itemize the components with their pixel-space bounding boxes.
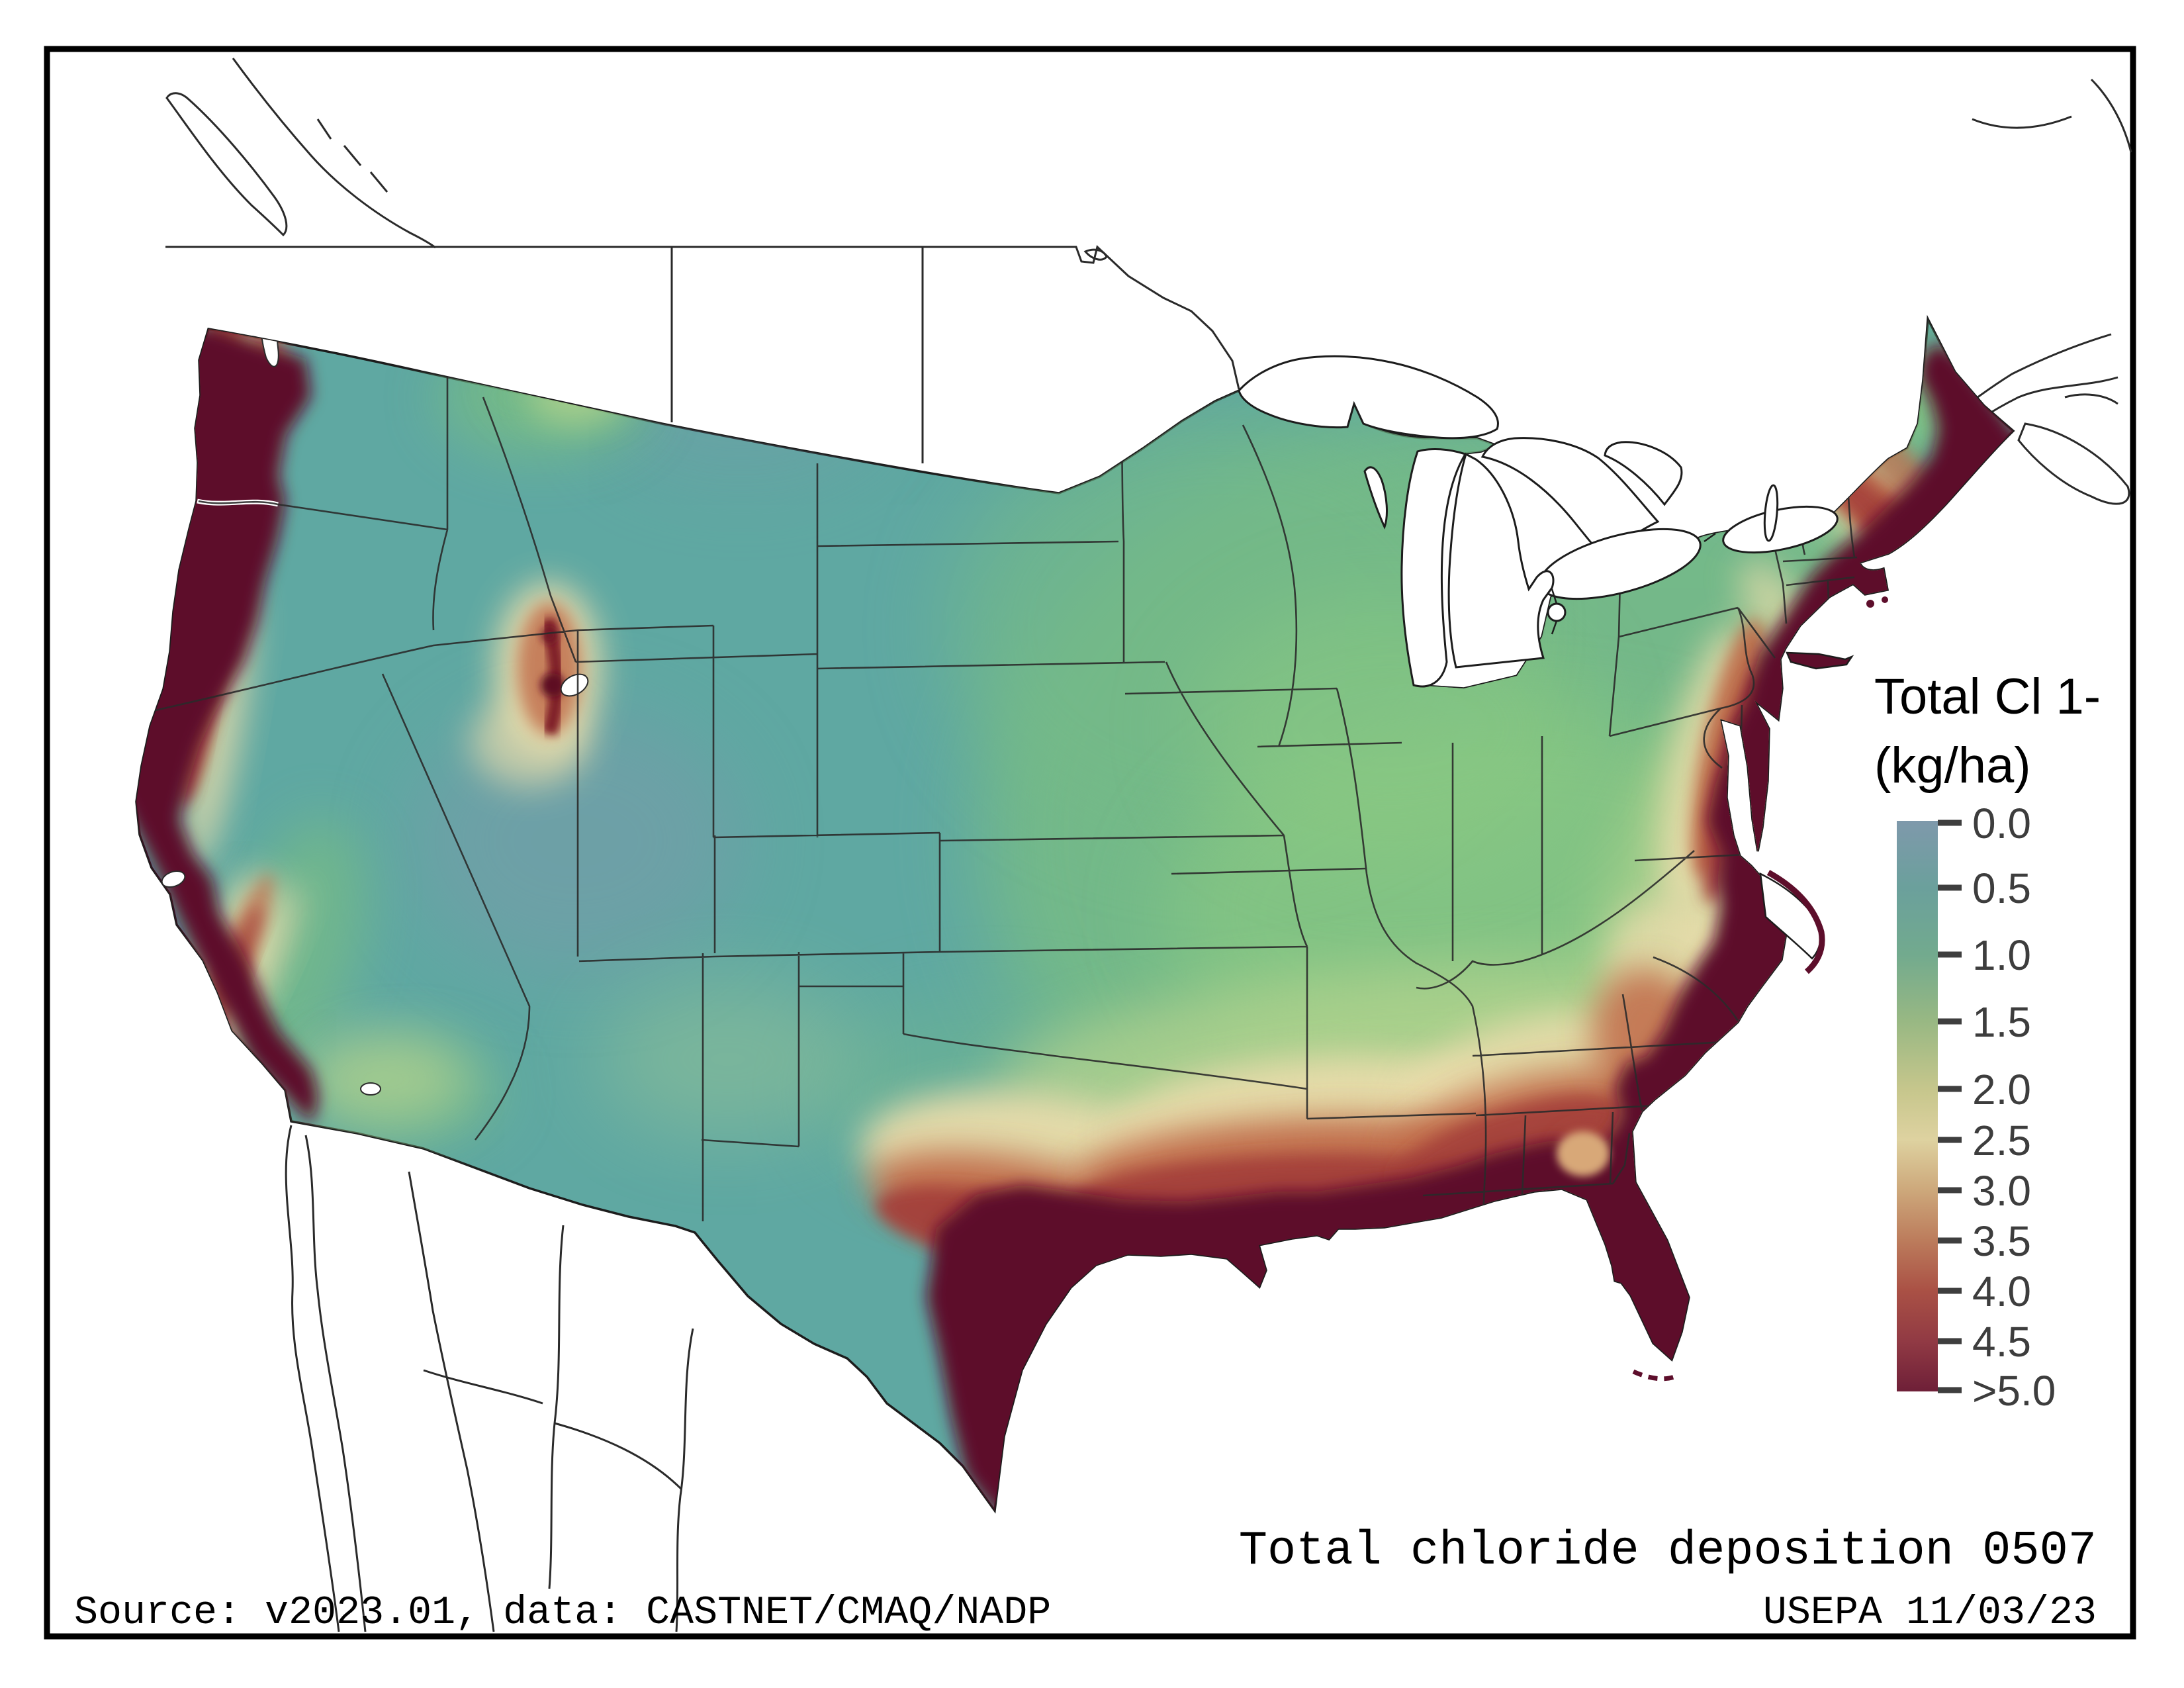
lake-of-the-woods — [1083, 248, 1108, 261]
mexico-state-line — [548, 1225, 565, 1589]
tick-label: 2.5 — [1972, 1117, 2031, 1164]
great-lakes — [1238, 355, 1839, 688]
colorbar-ticks — [1938, 820, 1962, 1393]
tick-label: 3.0 — [1972, 1167, 2031, 1215]
baja-east-coast — [304, 1135, 367, 1632]
baja-west-coast — [285, 1125, 340, 1632]
tick-label: >5.0 — [1972, 1367, 2056, 1415]
agency-date: USEPA 11/03/23 — [1763, 1591, 2097, 1636]
tick-label: 4.5 — [1972, 1318, 2031, 1366]
lake-michigan — [1400, 448, 1467, 688]
source-note: Source: v2023.01, data: CASTNET/CMAQ/NAD… — [74, 1591, 1051, 1636]
lake-huron-georgian-bay — [1480, 437, 1683, 556]
estuary-squiggle — [1972, 78, 2132, 153]
bc-coast — [232, 58, 436, 249]
florida-keys — [1632, 1369, 1676, 1382]
prince-edward-island — [2064, 393, 2118, 405]
detroit-niagara-rivers — [1551, 532, 1716, 635]
legend: Total Cl 1- (kg/ha) 0.0 0.5 1.0 1.5 2.0 … — [1874, 669, 2101, 1415]
bc-inlets — [316, 118, 388, 193]
colorbar-tick-labels: 0.0 0.5 1.0 1.5 2.0 2.5 3.0 3.5 4.0 4.5 … — [1972, 800, 2056, 1415]
mexico-mainland-coast — [408, 1171, 495, 1632]
nova-scotia — [2017, 422, 2130, 505]
footer: Total chloride deposition 0507 Source: v… — [74, 1524, 2097, 1636]
lake-superior — [1238, 355, 1499, 440]
michigan-lower-peninsula — [1447, 452, 1555, 669]
salton-sea — [360, 1082, 381, 1096]
map-caption: Total chloride deposition 0507 — [1239, 1524, 2097, 1578]
tick-label: 2.0 — [1972, 1066, 2031, 1113]
mexico-state-line — [554, 1422, 683, 1491]
mexico-state-line — [675, 1328, 694, 1632]
vancouver-island — [165, 92, 288, 237]
tick-label: 4.0 — [1972, 1268, 2031, 1315]
tick-label: 1.0 — [1972, 931, 2031, 979]
nantucket — [1882, 596, 1888, 603]
coastal-islands — [1632, 596, 1888, 1382]
mexico-state-line — [423, 1369, 543, 1405]
tick-label: 0.5 — [1972, 865, 2031, 912]
outer-banks — [1766, 870, 1825, 974]
tick-label: 3.5 — [1972, 1217, 2031, 1265]
green-bay — [1363, 466, 1388, 530]
marthas-vineyard — [1866, 600, 1874, 608]
lake-st-clair — [1547, 602, 1567, 622]
us-canada-border-line — [165, 245, 1240, 390]
lake-champlain — [1763, 484, 1779, 542]
us-landmass — [135, 318, 2015, 1512]
long-island — [1786, 651, 1854, 670]
legend-title-line2: (kg/ha) — [1874, 737, 2031, 794]
great-salt-lake-hotspot — [541, 617, 565, 735]
tick-label: 1.5 — [1972, 998, 2031, 1046]
state-borders — [140, 368, 1858, 1284]
great-salt-lake — [560, 673, 589, 697]
tick-label: 0.0 — [1972, 800, 2031, 847]
legend-title-line1: Total Cl 1- — [1874, 669, 2101, 725]
plot-frame — [44, 46, 2136, 1640]
mexico-outline — [285, 1125, 694, 1632]
south-georgia-spot-core — [1557, 1131, 1610, 1176]
colorbar — [1897, 821, 1938, 1391]
